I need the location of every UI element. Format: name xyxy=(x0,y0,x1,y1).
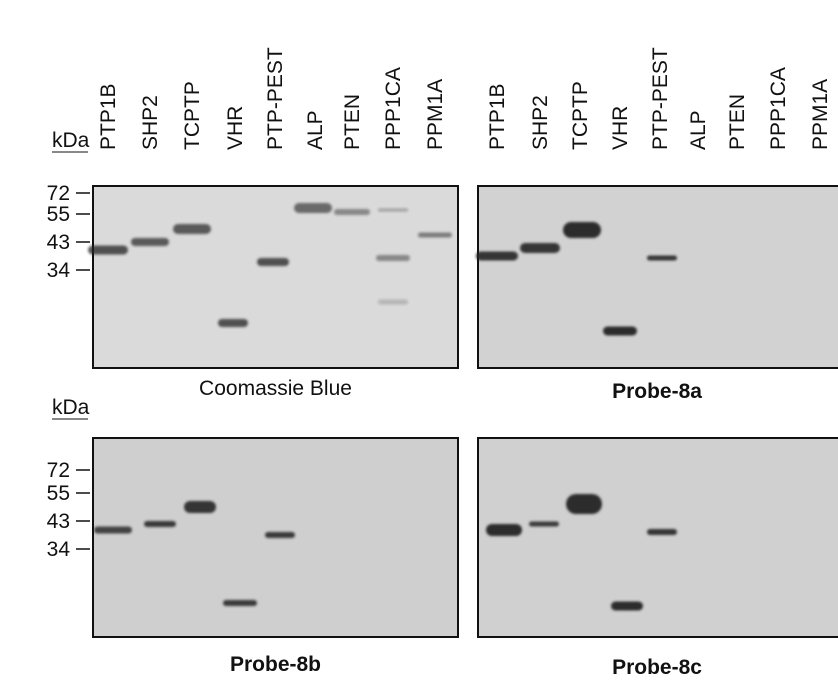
lane-label: PPP1CA xyxy=(767,67,790,150)
lane-label: PTEN xyxy=(341,94,364,150)
lane-label: TCPTP xyxy=(569,81,592,150)
gel-band xyxy=(88,245,128,255)
gel-band xyxy=(378,208,408,212)
marker-label: 55 xyxy=(47,482,70,505)
gel-band xyxy=(418,232,452,238)
gel-band xyxy=(529,521,559,527)
gel-panel xyxy=(92,185,459,369)
lane-label: PPP1CA xyxy=(382,67,405,150)
lane-label: PTP-PEST xyxy=(649,47,672,150)
lane-label: ALP xyxy=(687,110,710,150)
lane-label: ALP xyxy=(304,110,327,150)
marker-label: 34 xyxy=(47,538,71,561)
gel-band xyxy=(647,255,677,261)
lane-label: PTP1B xyxy=(97,83,120,150)
panel-caption: Probe-8b xyxy=(230,653,321,676)
gel-band xyxy=(334,209,370,215)
lane-label: PTP1B xyxy=(486,83,509,150)
gel-band xyxy=(265,532,295,538)
marker-label: 72 xyxy=(47,182,70,205)
gel-band xyxy=(223,600,257,606)
gel-band xyxy=(486,524,522,536)
gel-band xyxy=(218,319,248,327)
gel-band xyxy=(376,255,410,261)
marker-label: 72 xyxy=(47,459,70,482)
marker-label: 55 xyxy=(47,203,70,226)
panel-caption: Probe-8a xyxy=(612,380,702,403)
gel-band xyxy=(603,326,637,336)
gel-panel xyxy=(477,437,838,638)
marker-label: 43 xyxy=(47,231,70,254)
panel-caption: Coomassie Blue xyxy=(199,377,352,400)
gel-band xyxy=(144,521,176,527)
gel-band xyxy=(131,238,169,246)
unit-label: kDa xyxy=(52,396,90,419)
gel-band xyxy=(378,299,408,305)
unit-label: kDa xyxy=(52,129,90,152)
lane-label: SHP2 xyxy=(139,95,162,150)
gel-band xyxy=(611,601,643,611)
lane-label: PPM1A xyxy=(809,79,832,150)
gel-band xyxy=(566,494,602,514)
lane-label: PTEN xyxy=(726,94,749,150)
lane-label: VHR xyxy=(609,106,632,150)
gel-band xyxy=(520,243,560,253)
gel-band xyxy=(563,222,601,238)
lane-label: PPM1A xyxy=(424,79,447,150)
gel-panel xyxy=(477,185,838,369)
marker-label: 43 xyxy=(47,510,70,533)
lane-label: TCPTP xyxy=(181,81,204,150)
lane-label: SHP2 xyxy=(529,95,552,150)
gel-band xyxy=(94,526,132,534)
gel-band xyxy=(184,501,216,513)
gel-band xyxy=(294,203,332,213)
gel-band xyxy=(476,251,518,261)
panel-caption: Probe-8c xyxy=(612,656,702,679)
gel-band xyxy=(257,258,289,266)
marker-label: 34 xyxy=(47,259,71,282)
lane-label: PTP-PEST xyxy=(264,47,287,150)
gel-band xyxy=(647,529,677,535)
gel-band xyxy=(173,224,211,234)
lane-label: VHR xyxy=(224,106,247,150)
